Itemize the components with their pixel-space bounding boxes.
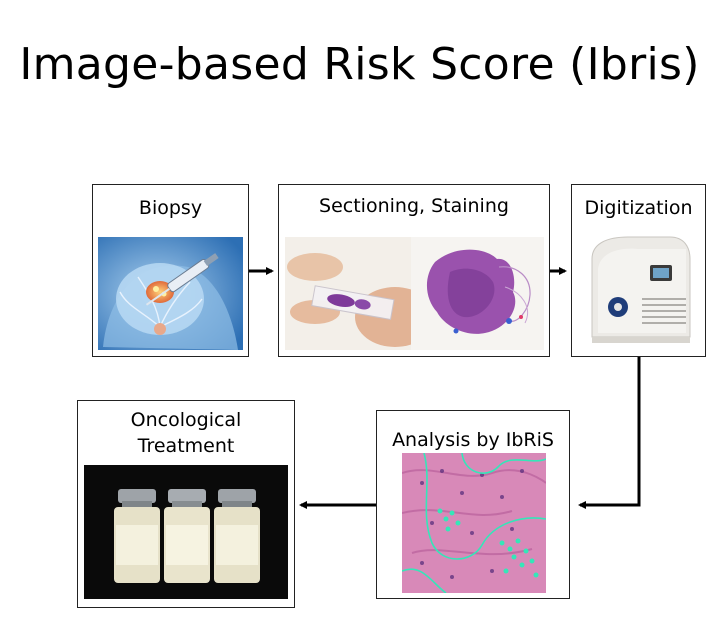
arrow-digitization-to-analysis [578, 357, 641, 509]
treatment-label-line2: Treatment [137, 435, 235, 457]
biopsy-box: Biopsy [92, 184, 249, 357]
digitization-label: Digitization [584, 197, 693, 219]
sectioning-box: Sectioning, Staining [278, 184, 550, 357]
sectioning-image [285, 237, 544, 350]
analysis-box: Analysis by IbRiS [376, 410, 570, 599]
digitization-box: Digitization [571, 184, 706, 357]
biopsy-image [98, 237, 243, 350]
analysis-image [402, 453, 546, 593]
biopsy-label: Biopsy [138, 197, 203, 219]
treatment-image [84, 465, 288, 599]
page-title: Image-based Risk Score (Ibris) [19, 39, 700, 90]
treatment-label-line1: Oncological [130, 409, 242, 431]
digitization-image [578, 229, 700, 351]
analysis-label: Analysis by IbRiS [392, 429, 554, 451]
treatment-box: Oncological Treatment [77, 400, 295, 608]
sectioning-label: Sectioning, Staining [319, 195, 509, 217]
